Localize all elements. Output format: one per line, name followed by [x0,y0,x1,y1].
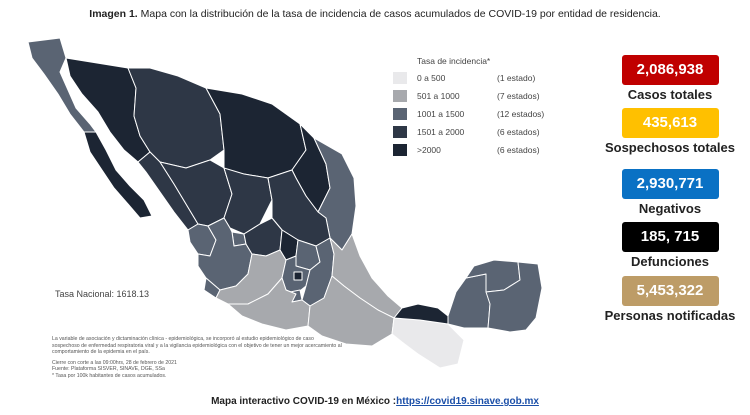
mexico-map [27,37,543,368]
methodology-notes: La variable de asociación y dictaminació… [52,336,342,380]
legend-count: (12 estados) [497,109,545,119]
notes-paragraph: La variable de asociación y dictaminació… [52,336,342,356]
stat-value: 2,086,938 [621,55,719,85]
legend-swatch [393,108,407,120]
stat-value: 185, 715 [621,222,719,252]
figure-title-label: Imagen 1. [89,8,138,20]
legend-count: (1 estado) [497,73,536,83]
stat-label: Personas notificadas [604,308,736,323]
legend-swatch [393,90,407,102]
legend-title: Tasa de incidencia* [417,56,491,66]
figure-title: Imagen 1. Mapa con la distribución de la… [0,8,750,20]
legend-item: >2000 (6 estados) [393,141,544,159]
figure-title-text: Mapa con la distribución de la tasa de i… [140,8,661,20]
legend-range: 1001 a 1500 [417,109,465,119]
stat-label: Defunciones [630,254,709,269]
stat-casos-totales: 2,086,938 Casos totales [590,55,750,102]
notes-cutoff: Cierre con corte a las 09:00hrs, 28 de f… [52,359,177,366]
legend-item: 501 a 1000 (7 estados) [393,87,544,105]
legend-range: >2000 [417,145,441,155]
legend-swatch [393,144,407,156]
legend-count: (7 estados) [497,91,540,101]
legend-count: (6 estados) [497,145,540,155]
national-rate: Tasa Nacional: 1618.13 [55,289,150,299]
notes-rate: * Tasa por 100k habitantes de casos acum… [52,372,167,379]
notes-source: Fuente: Plataforma SISVER, SINAVE, DGE, … [52,366,165,373]
legend-range: 0 a 500 [417,73,446,83]
stat-value: 435,613 [621,108,719,138]
stat-label: Casos totales [627,87,713,102]
state-ciudad-de-mexico[interactable] [293,271,303,281]
state-campeche[interactable] [447,273,491,329]
stat-value: 5,453,322 [621,276,719,306]
stat-personas-notificadas: 5,453,322 Personas notificadas [590,276,750,323]
legend-count: (6 estados) [497,127,540,137]
stat-negativos: 2,930,771 Negativos [590,169,750,216]
map-legend: Tasa de incidencia* 0 a 500 (1 estado) 5… [393,56,544,159]
legend-swatch [393,72,407,84]
legend-range: 1501 a 2000 [417,127,465,137]
stat-value: 2,930,771 [621,169,719,199]
footer-link[interactable]: https://covid19.sinave.gob.mx [396,396,539,407]
stat-label: Negativos [638,201,702,216]
state-baja-california[interactable] [27,37,97,133]
state-oaxaca[interactable] [307,275,395,347]
footer: Mapa interactivo COVID-19 en México :htt… [0,396,750,407]
footer-text: Mapa interactivo COVID-19 en México : [211,396,397,407]
state-guerrero[interactable] [227,277,311,331]
legend-item: 1501 a 2000 (6 estados) [393,123,544,141]
stat-sospechosos-totales: 435,613 Sospechosos totales [590,108,750,155]
legend-swatch [393,126,407,138]
legend-range: 501 a 1000 [417,91,460,101]
state-quintana-roo[interactable] [485,261,543,333]
stat-defunciones: 185, 715 Defunciones [590,222,750,269]
legend-item: 0 a 500 (1 estado) [393,69,544,87]
legend-item: 1001 a 1500 (12 estados) [393,105,544,123]
state-baja-california-sur[interactable] [83,131,153,219]
stat-label: Sospechosos totales [604,140,736,155]
